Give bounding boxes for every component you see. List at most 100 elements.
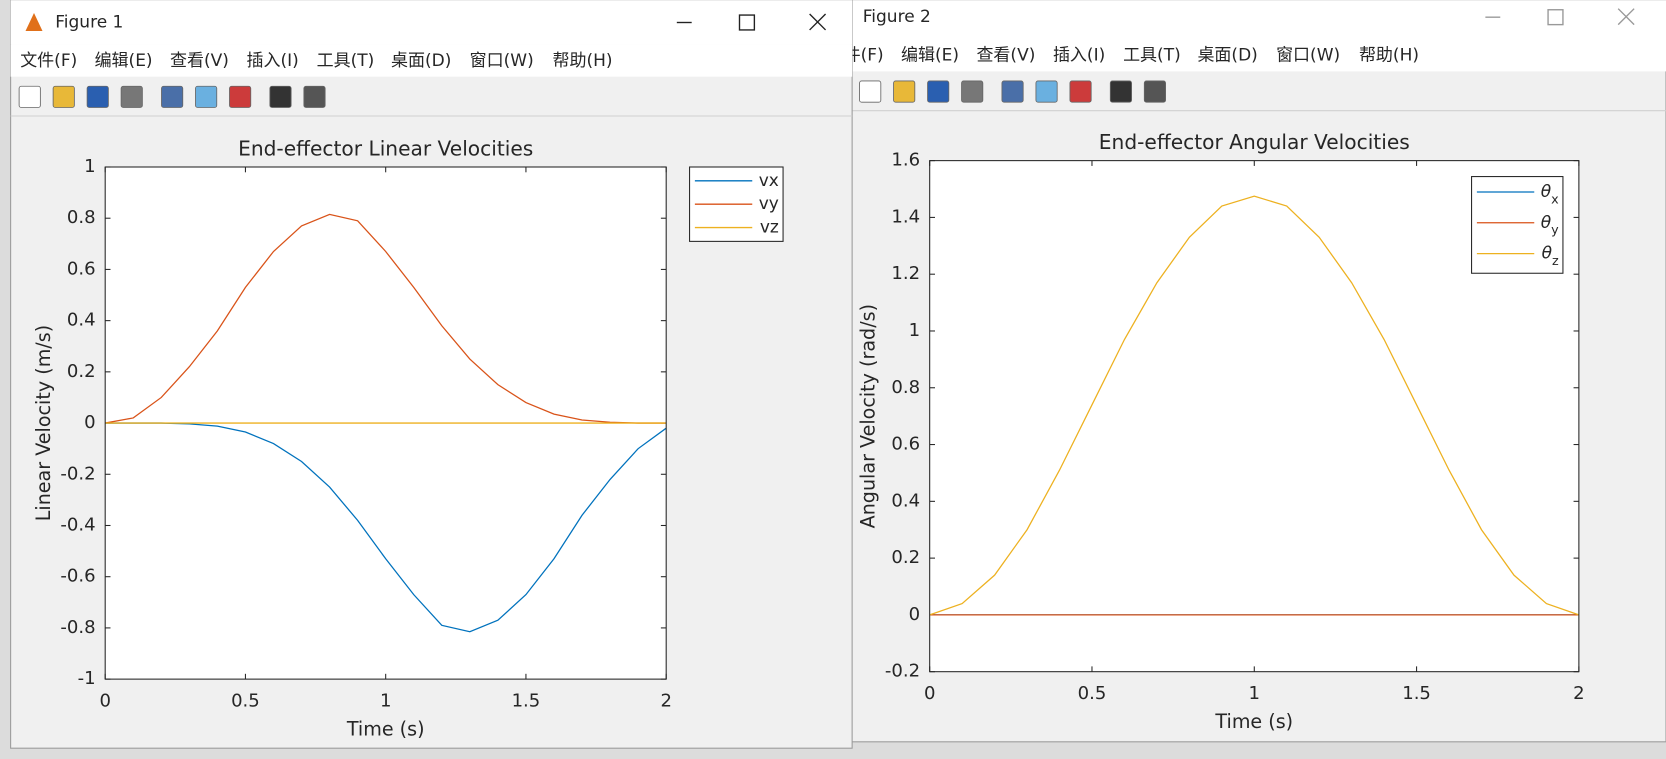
legend-box [1471,176,1564,274]
menu-item[interactable]: 工具(T) [1123,45,1181,65]
toolbar-button[interactable] [961,80,984,103]
menu-item[interactable]: 查看(V) [170,51,229,71]
legend-label: vx [759,171,779,191]
y-tick-label: -0.8 [60,617,95,638]
y-tick-label: -0.2 [60,463,95,484]
menu-item[interactable]: 插入(I) [1053,45,1105,65]
title-bar [743,0,1666,40]
x-tick-label: 0 [99,690,110,711]
axes-box [929,160,1580,673]
window-title: Figure 1 [55,13,123,33]
y-tick-label: 0 [909,604,920,625]
axes-box [104,166,667,680]
toolbar-button[interactable] [120,85,143,108]
menu-item[interactable]: 插入(I) [247,51,299,71]
y-tick-label: 0.2 [891,547,920,568]
window: Figure 1 文件(F) 编辑(E) 查看(V) 插入(I) 工具(T) 桌面(D) 窗口… [10,0,853,749]
toolbar-button[interactable] [161,85,184,108]
y-axis-label: Linear Velocity (m/s) [32,325,55,521]
menu-item[interactable]: 桌面(D) [391,51,451,71]
toolbar-button[interactable] [229,85,252,108]
x-tick-label: 2 [1573,683,1584,704]
toolbar-button[interactable] [927,80,950,103]
series-line [929,195,1580,616]
y-tick-label: 0.8 [67,207,96,228]
y-tick-label: -0.2 [885,661,920,682]
title-bar [10,0,853,45]
legend: θx θy θz [1471,176,1564,274]
close-button[interactable] [809,13,827,31]
menu-item[interactable]: 查看(V) [976,45,1035,65]
toolbar-button[interactable] [303,85,326,108]
y-tick-label: 0.2 [67,361,96,382]
x-tick-label: 1 [1249,683,1260,704]
y-tick-label: 1.2 [891,263,920,284]
menu-item[interactable]: 文件(F) [20,51,77,71]
series-line [105,422,667,633]
toolbar-button[interactable] [195,85,218,108]
plot-area [929,160,1579,672]
series-line [105,213,667,424]
menu-item[interactable]: 帮助(H) [553,51,613,71]
y-tick-label: 0.4 [891,490,920,511]
y-tick-label: 0.8 [891,377,920,398]
toolbar-button[interactable] [1109,80,1132,103]
chart-title: End-effector Angular Velocities [1099,130,1410,154]
maximize-button[interactable] [738,14,756,31]
y-tick-label: 1.6 [891,150,920,171]
legend-label: θx [1541,182,1559,207]
y-tick-label: 0.6 [891,434,920,455]
y-tick-label: 0.4 [67,310,96,331]
legend-label: vy [759,194,779,214]
y-tick-label: 1 [84,156,95,177]
y-tick-label: 1.4 [891,206,920,227]
menu-item[interactable]: 工具(T) [317,51,375,71]
toolbar-button[interactable] [52,85,75,108]
x-tick-label: 2 [660,690,671,711]
legend-label: θz [1542,244,1559,269]
y-axis-label: Angular Velocity (rad/s) [857,304,880,528]
menu-item[interactable]: 窗口(W) [1276,45,1340,65]
toolbar-button[interactable] [18,85,41,108]
y-tick-label: 0.6 [67,258,96,279]
x-tick-label: 1.5 [512,690,541,711]
x-tick-label: 0 [924,683,935,704]
x-axis-label: Time (s) [1214,710,1293,733]
toolbar-button[interactable] [1143,80,1166,103]
x-tick-label: 0.5 [231,690,260,711]
toolbar-button[interactable] [859,80,882,103]
chart-title: End-effector Linear Velocities [238,137,533,161]
y-tick-label: 0 [84,412,95,433]
window-title: Figure 2 [863,7,931,27]
toolbar-button[interactable] [1001,80,1024,103]
toolbar-button[interactable] [269,85,292,108]
menu-item[interactable]: 帮助(H) [1359,45,1419,65]
menu-item[interactable]: 窗口(W) [470,51,534,71]
menu-item[interactable]: 编辑(E) [95,51,153,71]
y-tick-label: -0.4 [60,514,95,535]
x-tick-label: 1.5 [1402,683,1431,704]
maximize-button[interactable] [1547,9,1564,26]
close-button[interactable] [1617,8,1635,26]
y-tick-label: -0.6 [60,566,95,587]
x-axis-label: Time (s) [346,718,425,741]
toolbar-button[interactable] [1035,80,1058,103]
window: Figure 2文件(F) 编辑(E) 查看(V) 插入(I) 工具(T) 桌面(D) 窗口… [743,0,1666,743]
menu-item[interactable]: 编辑(E) [901,45,959,65]
x-tick-label: 0.5 [1078,683,1107,704]
legend-label: θy [1541,213,1559,238]
legend: vx vy vz [689,166,784,242]
menu-bar [743,39,1666,72]
menu-item[interactable]: 桌面(D) [1197,45,1257,65]
toolbar-button[interactable] [1069,80,1092,103]
app-icon [25,12,43,31]
x-tick-label: 1 [380,690,391,711]
y-tick-label: -1 [78,668,96,689]
legend-label: vz [760,218,779,238]
toolbar-button[interactable] [86,85,109,108]
y-tick-label: 1 [909,320,920,341]
toolbar-button[interactable] [893,80,916,103]
menu-bar [10,44,853,77]
